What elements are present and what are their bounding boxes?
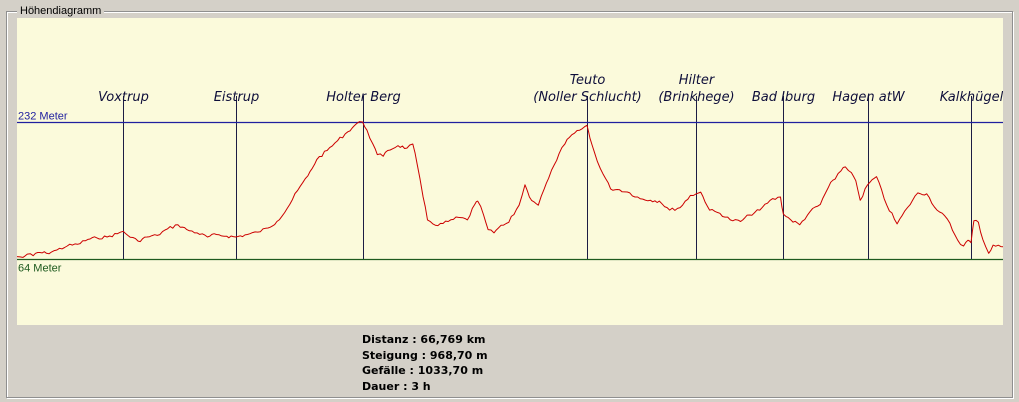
elevation-group-box xyxy=(6,11,1013,398)
distance-stat: Distanz : 66,769 km xyxy=(362,333,486,346)
waypoint-label-3-0: Teuto xyxy=(570,73,606,88)
waypoint-label-4-0: Hilter xyxy=(679,73,716,88)
climb-stat: Steigung : 968,70 m xyxy=(362,348,488,362)
reference-label-64: 64 Meter xyxy=(18,263,62,275)
duration-stat: Dauer : 3 h xyxy=(362,379,431,393)
waypoint-label-3-1: (Noller Schlucht) xyxy=(533,90,642,105)
group-box-title: Höhendiagramm xyxy=(17,4,105,18)
elevation-chart-area: Voxtrup Eistrup Holter Berg Teuto (Noller Sc… xyxy=(17,18,1003,325)
waypoint-markers: Voxtrup Eistrup Holter Berg Teuto (Noller Sc… xyxy=(98,73,1003,259)
route-statistics: Distanz : 66,769 km Steigung : 968,70 m … xyxy=(362,332,488,394)
waypoint-label-7: Kalkhügel xyxy=(940,90,1003,105)
elevation-chart: Voxtrup Eistrup Holter Berg Teuto (Noller Sc… xyxy=(17,73,1003,275)
elevation-series-0 xyxy=(17,121,1003,258)
waypoint-label-5: Bad Iburg xyxy=(752,90,815,105)
waypoint-label-6: Hagen atW xyxy=(832,90,905,105)
waypoint-label-4-1: (Brinkhege) xyxy=(658,90,734,105)
descent-stat: Gefälle : 1033,70 m xyxy=(362,364,484,377)
elevation-profile xyxy=(17,121,1003,258)
reference-lines: 232 Meter 64 Meter xyxy=(17,111,1003,275)
waypoint-label-1: Eistrup xyxy=(214,90,260,105)
reference-label-232: 232 Meter xyxy=(18,111,68,123)
waypoint-label-0: Voxtrup xyxy=(98,90,149,105)
waypoint-label-2: Holter Berg xyxy=(326,90,400,105)
